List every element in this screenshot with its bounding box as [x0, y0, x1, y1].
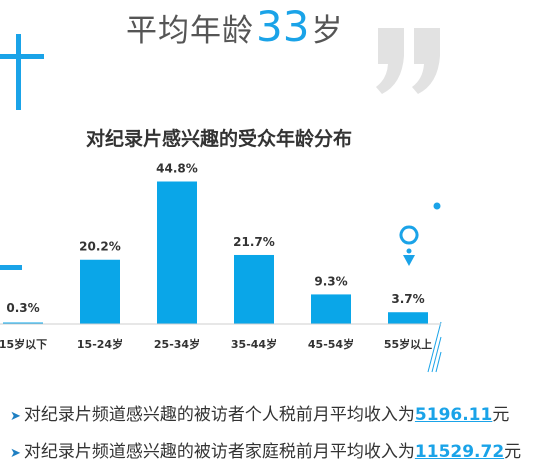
arrow-icon: ➤ — [10, 409, 21, 424]
bar-5 — [388, 312, 428, 324]
tick-label-3: 35-44岁 — [231, 337, 277, 351]
headline-prefix: 平均年龄 — [126, 13, 254, 49]
corner-stripes-decoration — [427, 321, 442, 373]
bar-3 — [234, 254, 274, 324]
headline-number: 33 — [256, 2, 310, 51]
note-value: 11529.72 — [414, 442, 505, 462]
quote-mark-icon — [376, 28, 440, 94]
dot-decoration — [433, 202, 441, 210]
dash-decoration — [0, 265, 22, 270]
data-label-5: 3.7% — [391, 292, 424, 306]
tick-label-4: 45-54岁 — [308, 337, 354, 351]
data-label-4: 9.3% — [314, 274, 347, 288]
cross-horizontal-decoration — [0, 54, 44, 59]
tick-label-0: 15岁以下 — [0, 337, 47, 351]
note-text: 对纪录片频道感兴趣的被访者个人税前月平均收入为 — [23, 405, 415, 425]
note-text: 对纪录片频道感兴趣的被访者家庭税前月平均收入为 — [23, 442, 415, 462]
arrow-icon: ➤ — [10, 446, 21, 461]
bar-1 — [80, 259, 120, 324]
data-label-3: 21.7% — [233, 235, 275, 249]
income-note-household: ➤ 对纪录片频道感兴趣的被访者家庭税前月平均收入为 11529.72 元 — [10, 437, 521, 462]
income-note-personal: ➤ 对纪录片频道感兴趣的被访者个人税前月平均收入为 5196.11 元 — [10, 400, 509, 425]
tick-label-2: 25-34岁 — [154, 337, 200, 351]
tick-label-1: 15-24岁 — [77, 337, 123, 351]
note-value: 5196.11 — [414, 405, 493, 425]
headline-suffix: 岁 — [311, 13, 344, 49]
location-pin-icon — [399, 225, 419, 266]
average-age-headline: 平均年龄 33 岁 — [126, 2, 343, 54]
cross-vertical-decoration — [16, 34, 21, 110]
note-unit: 元 — [492, 405, 510, 425]
chart-title: 对纪录片感兴趣的受众年龄分布 — [85, 128, 352, 150]
data-label-1: 20.2% — [79, 240, 121, 254]
tick-label-5: 55岁以上 — [384, 337, 432, 351]
data-label-0: 0.3% — [6, 301, 39, 315]
bar-4 — [311, 294, 351, 324]
bar-0 — [3, 322, 43, 324]
bar-2 — [157, 181, 197, 324]
note-unit: 元 — [504, 442, 522, 462]
data-label-2: 44.8% — [156, 162, 198, 176]
